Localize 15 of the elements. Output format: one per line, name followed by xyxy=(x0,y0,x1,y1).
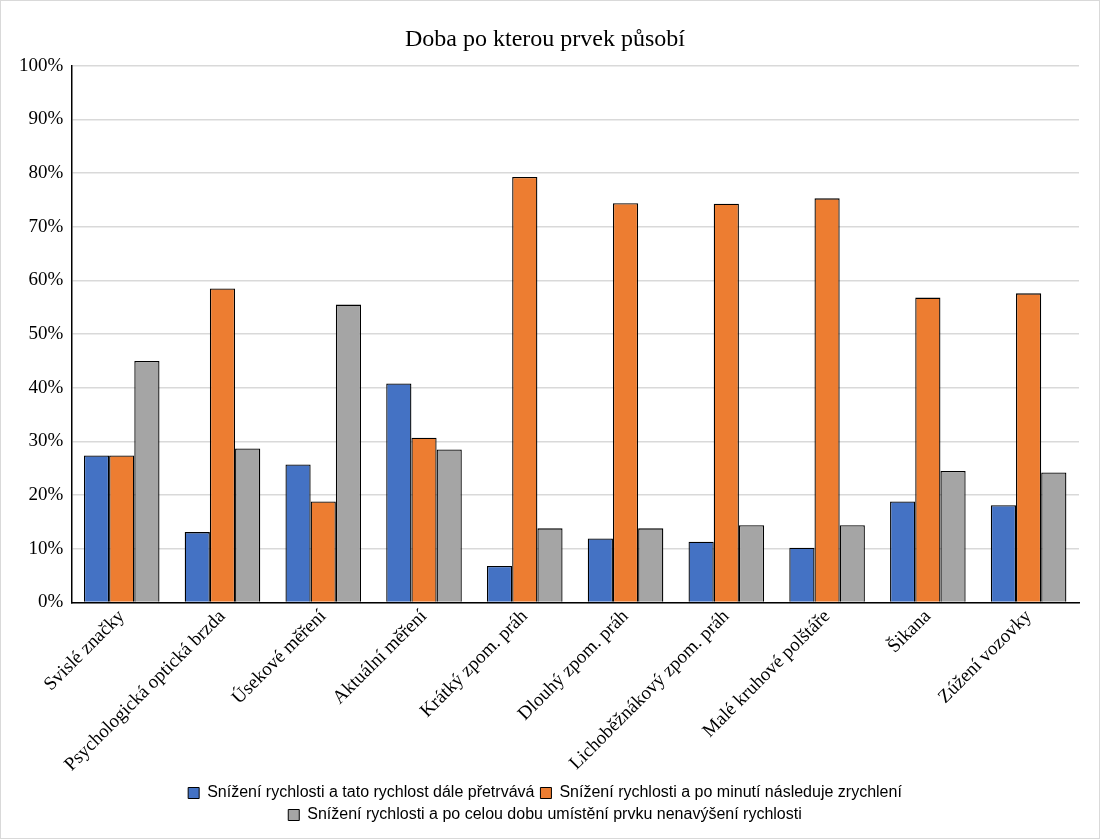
y-tick-label: 60% xyxy=(28,268,64,290)
y-tick-label: 90% xyxy=(28,107,64,129)
y-tick-label: 50% xyxy=(28,322,64,344)
y-tick-label: 10% xyxy=(28,536,64,558)
y-tick-label: 20% xyxy=(28,483,64,505)
legend-label: Snížení rychlosti a po celou dobu umístění prvku nenavýšení rychlosti xyxy=(307,805,802,823)
chart-title: Doba po kterou prvek působí xyxy=(405,24,686,51)
y-tick-label: 100% xyxy=(19,53,64,75)
y-tick-label: 0% xyxy=(38,590,64,612)
y-tick-label: 30% xyxy=(28,429,64,451)
y-tick-label: 80% xyxy=(28,161,64,183)
y-tick-label: 40% xyxy=(28,375,64,397)
legend-label: Snížení rychlosti a po minutí následuje zrychlení xyxy=(559,783,903,801)
y-tick-label: 70% xyxy=(28,214,64,236)
legend-label: Snížení rychlosti a tato rychlost dále přetrvává xyxy=(207,783,535,801)
